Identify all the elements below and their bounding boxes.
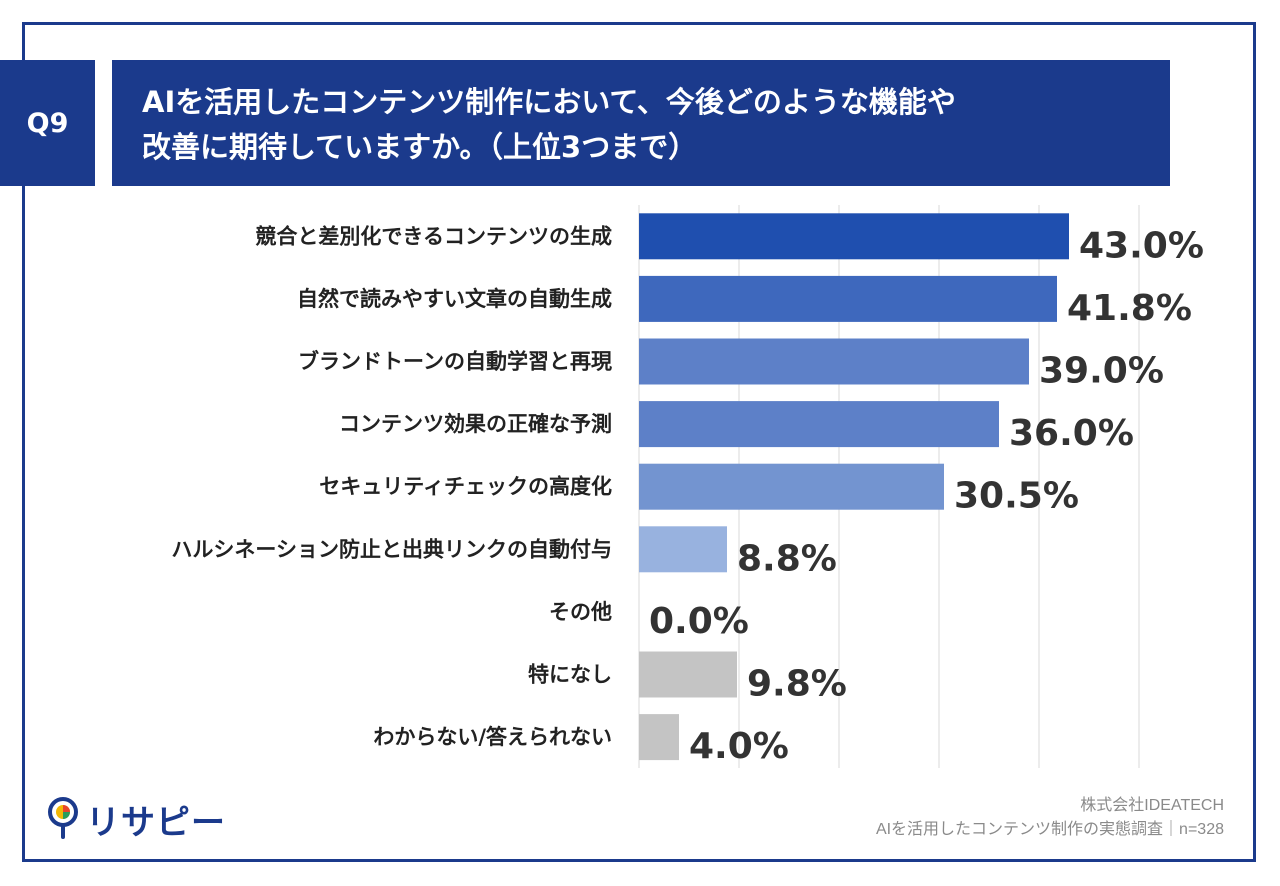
bar [639, 651, 737, 698]
brand-logo: リサピー [48, 796, 226, 843]
bar [639, 213, 1069, 260]
value-label: 36.0% [1009, 413, 1134, 454]
bar [639, 714, 679, 761]
value-label: 8.8% [737, 538, 837, 579]
bar [639, 401, 999, 448]
value-label: 30.5% [954, 476, 1079, 517]
company-name: 株式会社IDEATECH [1080, 797, 1224, 814]
category-label: 特になし [528, 663, 612, 687]
category-label: その他 [549, 600, 612, 624]
value-label: 0.0% [649, 601, 749, 642]
bar [639, 526, 727, 573]
bar [639, 463, 944, 510]
survey-info: AIを活用したコンテンツ制作の実態調査｜n=328 [875, 821, 1224, 838]
category-label: わからない/答えられない [373, 725, 612, 749]
category-label: ブランドトーンの自動学習と再現 [298, 350, 612, 374]
question-title: AIを活用したコンテンツ制作において、今後どのような機能や 改善に期待しています… [112, 60, 1170, 186]
bar [639, 338, 1029, 385]
question-title-line2: 改善に期待していますか。（上位3つまで） [142, 130, 698, 164]
category-label: 自然で読みやすい文章の自動生成 [297, 287, 612, 311]
category-label: 競合と差別化できるコンテンツの生成 [255, 224, 612, 248]
credit-block: 株式会社IDEATECH AIを活用したコンテンツ制作の実態調査｜n=328 [876, 794, 1224, 842]
value-label: 9.8% [747, 664, 847, 705]
category-label: セキュリティチェックの高度化 [319, 475, 612, 499]
value-label: 39.0% [1039, 351, 1164, 392]
category-label: ハルシネーション防止と出典リンクの自動付与 [171, 537, 612, 561]
value-label: 4.0% [689, 726, 789, 767]
bar [639, 275, 1057, 322]
location-pin-icon [48, 797, 78, 839]
logo-text: リサピー [86, 802, 226, 843]
value-label: 43.0% [1079, 225, 1204, 266]
value-label: 41.8% [1067, 288, 1192, 329]
category-label: コンテンツ効果の正確な予測 [339, 412, 612, 436]
question-title-line1: AIを活用したコンテンツ制作において、今後どのような機能や [142, 85, 956, 119]
question-badge: Q9 [0, 60, 95, 186]
